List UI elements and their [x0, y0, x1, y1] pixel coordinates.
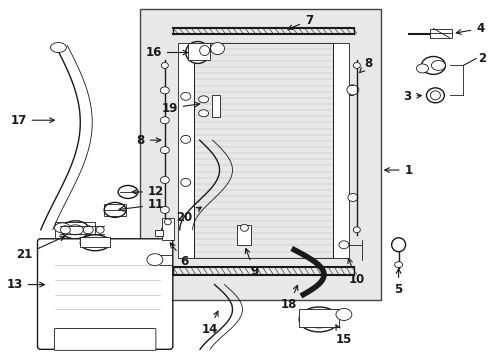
Ellipse shape — [346, 85, 358, 95]
Ellipse shape — [240, 224, 248, 231]
Bar — [155, 230, 163, 236]
Ellipse shape — [83, 226, 93, 234]
Text: 14: 14 — [201, 311, 218, 336]
FancyBboxPatch shape — [54, 328, 156, 350]
Text: 2: 2 — [477, 52, 486, 65]
Bar — [104, 204, 126, 216]
Ellipse shape — [160, 206, 169, 213]
Bar — [55, 222, 95, 238]
Ellipse shape — [335, 309, 351, 320]
Text: 1: 1 — [384, 163, 412, 176]
Text: 10: 10 — [347, 258, 364, 286]
Text: 7: 7 — [287, 14, 312, 30]
Text: 17: 17 — [10, 114, 54, 127]
Ellipse shape — [160, 147, 169, 154]
Bar — [193, 42, 332, 258]
Bar — [178, 42, 193, 258]
Ellipse shape — [50, 42, 66, 53]
Ellipse shape — [67, 225, 83, 235]
Text: 19: 19 — [161, 102, 199, 115]
Ellipse shape — [421, 57, 445, 75]
Ellipse shape — [198, 96, 208, 103]
Ellipse shape — [160, 87, 169, 94]
Ellipse shape — [61, 221, 89, 239]
Ellipse shape — [161, 227, 168, 233]
Bar — [299, 310, 338, 328]
Text: 5: 5 — [394, 269, 402, 296]
Ellipse shape — [199, 45, 209, 55]
Ellipse shape — [160, 117, 169, 124]
Text: 16: 16 — [145, 46, 187, 59]
Ellipse shape — [60, 226, 70, 234]
FancyBboxPatch shape — [38, 239, 172, 349]
Text: 8: 8 — [359, 57, 372, 73]
Ellipse shape — [416, 64, 427, 73]
Ellipse shape — [299, 307, 338, 332]
Ellipse shape — [426, 88, 444, 103]
Ellipse shape — [160, 176, 169, 184]
Text: 9: 9 — [245, 248, 258, 278]
Bar — [80, 237, 110, 247]
Ellipse shape — [164, 219, 171, 225]
Ellipse shape — [430, 60, 445, 71]
Ellipse shape — [80, 235, 110, 251]
Ellipse shape — [181, 179, 190, 186]
Text: 15: 15 — [335, 325, 351, 346]
Ellipse shape — [181, 135, 190, 143]
Ellipse shape — [96, 226, 104, 233]
Ellipse shape — [118, 185, 138, 198]
Text: 4: 4 — [455, 22, 484, 35]
Text: 6: 6 — [170, 243, 188, 268]
Bar — [140, 9, 380, 300]
Ellipse shape — [391, 238, 405, 252]
Bar — [429, 28, 451, 37]
Text: 13: 13 — [6, 278, 44, 291]
Ellipse shape — [347, 193, 357, 202]
Ellipse shape — [54, 223, 70, 233]
Ellipse shape — [429, 91, 440, 100]
Bar — [211, 95, 219, 117]
Bar — [332, 42, 348, 258]
Ellipse shape — [161, 62, 168, 68]
Text: 12: 12 — [132, 185, 164, 198]
Text: 20: 20 — [176, 207, 201, 224]
Bar — [162, 218, 173, 240]
Ellipse shape — [353, 227, 360, 233]
Ellipse shape — [181, 92, 190, 100]
Ellipse shape — [104, 202, 126, 217]
Text: 18: 18 — [281, 285, 297, 311]
Text: 21: 21 — [16, 236, 64, 261]
Ellipse shape — [353, 62, 360, 68]
Bar — [187, 42, 209, 60]
Ellipse shape — [185, 41, 209, 63]
Ellipse shape — [198, 110, 208, 117]
Ellipse shape — [146, 254, 163, 266]
Text: 3: 3 — [403, 90, 421, 103]
Text: 8: 8 — [137, 134, 161, 147]
Bar — [237, 225, 251, 245]
Text: 11: 11 — [119, 198, 164, 211]
Ellipse shape — [210, 42, 224, 54]
Ellipse shape — [305, 311, 332, 328]
Ellipse shape — [394, 262, 402, 268]
Ellipse shape — [338, 241, 348, 249]
